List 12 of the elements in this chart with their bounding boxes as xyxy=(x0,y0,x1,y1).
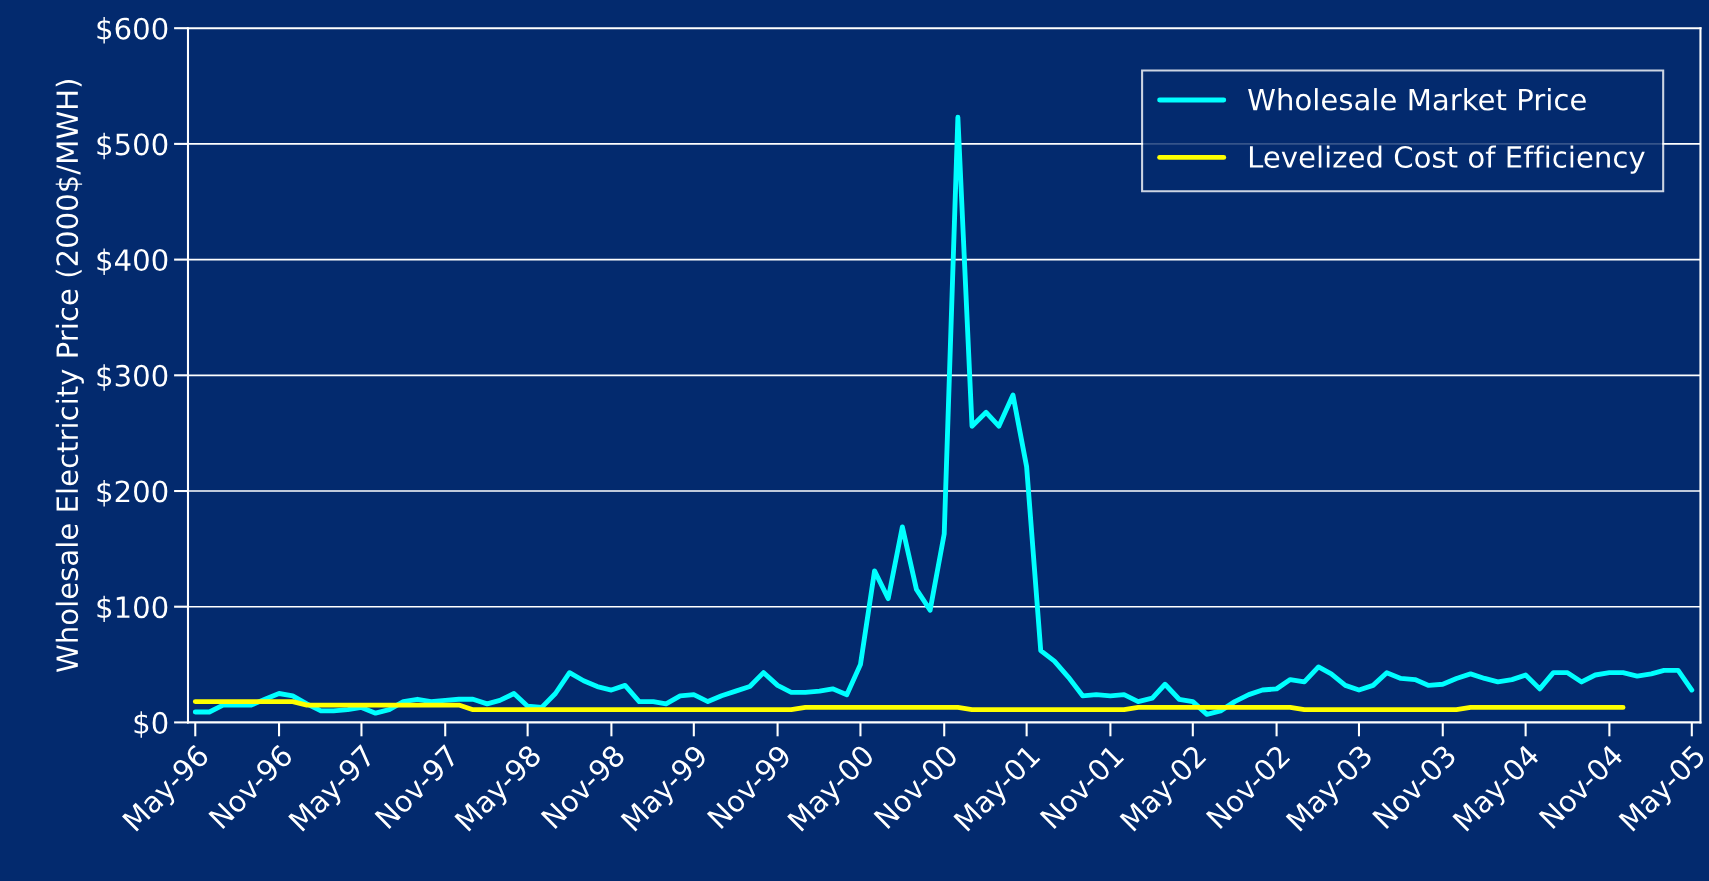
legend-label: Wholesale Market Price xyxy=(1248,88,1586,111)
y-tick-label: $100 xyxy=(97,595,168,623)
line-series xyxy=(192,699,1626,713)
y-tick-label: $0 xyxy=(134,711,168,738)
y-axis-title: Wholesale Electricity Price (2000$/MWH) xyxy=(55,80,84,673)
line-series xyxy=(192,114,1695,717)
y-tick-label: $600 xyxy=(97,17,168,44)
y-tick-label: $300 xyxy=(97,364,168,391)
y-tick-label: $400 xyxy=(97,248,168,275)
legend-label: Levelized Cost of Efficiency xyxy=(1249,145,1645,174)
y-tick-label: $200 xyxy=(97,479,168,507)
y-tick-label: $500 xyxy=(97,132,168,160)
